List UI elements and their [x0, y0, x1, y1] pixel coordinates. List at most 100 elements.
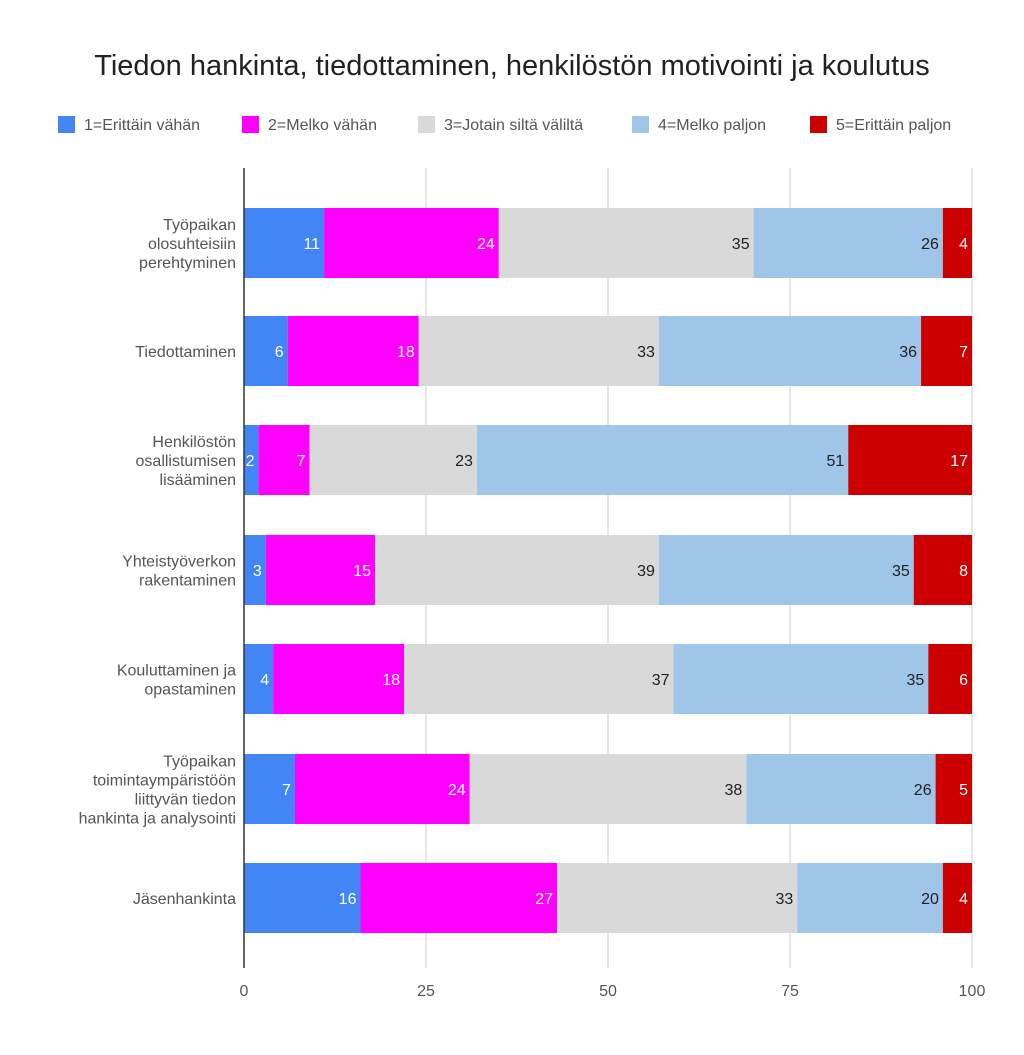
category-label-line: Työpaikan — [163, 217, 236, 234]
bar-segment — [498, 208, 754, 278]
data-label: 8 — [959, 563, 968, 580]
category-label: Kouluttaminen ja opastaminen — [117, 663, 236, 699]
legend-swatch — [810, 116, 827, 133]
bar-segment — [469, 754, 747, 824]
category-label-line: liittyvän tiedon — [135, 792, 236, 809]
x-tick-label: 0 — [240, 983, 249, 1000]
data-label: 5 — [959, 782, 968, 799]
data-label: 11 — [303, 236, 320, 253]
data-label: 24 — [477, 236, 495, 253]
bar-segment — [244, 208, 325, 278]
data-label: 26 — [921, 236, 939, 253]
bar-segment — [244, 316, 288, 386]
category-label-line: opastaminen — [144, 682, 236, 699]
bar-segment — [375, 535, 659, 605]
data-label: 18 — [397, 344, 415, 361]
bar-segment — [309, 425, 477, 495]
bar-segment — [324, 208, 499, 278]
bar-segment — [935, 754, 972, 824]
bar-segment — [848, 425, 972, 495]
data-label: 38 — [725, 782, 743, 799]
bar-segment — [418, 316, 659, 386]
bar-segment — [360, 863, 558, 933]
category-label: Yhteistyöverkon rakentaminen — [122, 554, 236, 590]
bar-segment — [557, 863, 798, 933]
x-tick-label: 50 — [599, 983, 617, 1000]
x-tick-label: 75 — [781, 983, 799, 1000]
data-label: 27 — [535, 891, 553, 908]
bar-segment — [404, 644, 674, 714]
bar-segment — [294, 754, 470, 824]
category-label: Työpaikan toimintaympäristöön liittyvän ti… — [79, 754, 236, 828]
bar-segment — [287, 316, 419, 386]
bar-segment — [658, 316, 922, 386]
bar-segment — [928, 644, 972, 714]
data-label: 37 — [652, 672, 670, 689]
bar-segment — [942, 208, 972, 278]
bar-segment — [476, 425, 849, 495]
category-label: Tiedottaminen — [135, 344, 236, 361]
bar-segment — [244, 863, 361, 933]
category-label: Henkilöstön osallistumisen lisääminen — [136, 434, 236, 489]
legend-label: 3=Jotain siltä väliltä — [444, 117, 583, 134]
legend-swatch — [418, 116, 435, 133]
data-label: 16 — [339, 891, 357, 908]
category-label-line: toimintaympäristöön — [93, 773, 236, 790]
bar-segment — [244, 754, 295, 824]
bar-segment — [658, 535, 914, 605]
axes: 0 25 50 75 100 — [240, 168, 985, 1000]
bar-segment — [921, 316, 972, 386]
data-label: 4 — [959, 236, 968, 253]
bar-segment — [797, 863, 943, 933]
data-label: 33 — [637, 344, 655, 361]
data-label: 20 — [921, 891, 939, 908]
data-label: 23 — [455, 453, 473, 470]
data-label: 36 — [899, 344, 917, 361]
category-label: Jäsenhankinta — [133, 891, 236, 908]
bar-segment — [244, 535, 266, 605]
category-label-line: Kouluttaminen ja — [117, 663, 236, 680]
category-label-line: rakentaminen — [139, 573, 236, 590]
data-labels: 11 24 35 26 46 18 33 36 72 7 23 51 173 15 39 35 84 18 37 35… — [246, 236, 968, 908]
data-label: 39 — [637, 563, 655, 580]
data-label: 35 — [732, 236, 750, 253]
data-label: 15 — [353, 563, 371, 580]
legend-swatch — [58, 116, 75, 133]
category-label-line: Henkilöstön — [152, 434, 236, 451]
data-label: 7 — [959, 344, 968, 361]
legend-label: 1=Erittäin vähän — [84, 117, 200, 134]
data-label: 51 — [826, 453, 844, 470]
legend-label: 5=Erittäin paljon — [836, 117, 951, 134]
data-label: 18 — [382, 672, 400, 689]
bar-segment — [746, 754, 936, 824]
legend-swatch — [242, 116, 259, 133]
bar-segment — [942, 863, 972, 933]
bar-segment — [913, 535, 972, 605]
category-label-line: hankinta ja analysointi — [79, 811, 236, 828]
bar-segment — [753, 208, 943, 278]
legend-label: 4=Melko paljon — [658, 117, 766, 134]
data-label: 35 — [907, 672, 925, 689]
data-label: 4 — [260, 672, 269, 689]
bar-segment — [244, 644, 274, 714]
data-label: 24 — [448, 782, 466, 799]
bar-segment — [244, 425, 259, 495]
bar-segment — [673, 644, 929, 714]
data-label: 3 — [253, 563, 262, 580]
category-label-line: perehtyminen — [139, 255, 236, 272]
category-labels: Työpaikan olosuhteisiin perehtyminen Tiedot… — [79, 217, 237, 908]
data-label: 26 — [914, 782, 932, 799]
category-label-line: Yhteistyöverkon — [122, 554, 236, 571]
x-tick-label: 25 — [417, 983, 435, 1000]
category-label-line: Työpaikan — [163, 754, 236, 771]
data-label: 17 — [950, 453, 968, 470]
legend-swatch — [632, 116, 649, 133]
bar-segment — [258, 425, 310, 495]
chart-title: Tiedon hankinta, tiedottaminen, henkilös… — [94, 50, 930, 82]
legend-label: 2=Melko vähän — [268, 117, 377, 134]
bar-segment — [273, 644, 405, 714]
data-label: 35 — [892, 563, 910, 580]
category-label-line: osallistumisen — [136, 453, 236, 470]
